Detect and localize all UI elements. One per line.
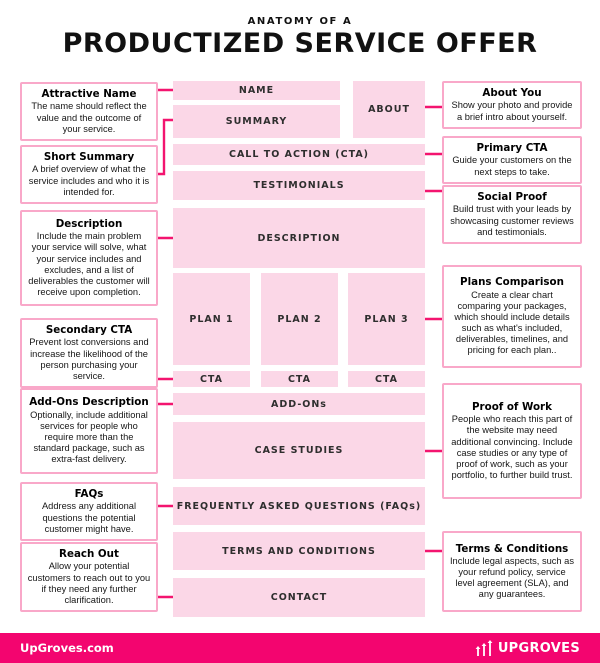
note-title: Add-Ons Description (29, 396, 149, 409)
note-body: Allow your potential customers to reach … (27, 561, 151, 605)
note-body: Include the main problem your service wi… (28, 231, 150, 297)
note-title: Reach Out (59, 548, 119, 560)
wireframe-plan3-block: PLAN 3 (348, 273, 425, 365)
note-title: FAQs (74, 488, 104, 500)
note-body: Address any additional questions the pot… (41, 501, 137, 534)
wireframe-faq-block: FREQUENTLY ASKED QUESTIONS (FAQs) (173, 487, 425, 525)
wireframe-cta3-block: CTA (348, 371, 425, 387)
note-title: Secondary CTA (45, 324, 133, 336)
wireframe-cta1-block: CTA (173, 371, 250, 387)
note-body: Create a clear chart comparing your pack… (454, 289, 570, 356)
note-proof-of-work: Proof of Work People who reach this part… (442, 383, 582, 499)
brand-logo: UPGROVES (475, 639, 580, 657)
brand-name: UPGROVES (497, 640, 580, 656)
note-body: People who reach this part of the websit… (451, 414, 573, 480)
wireframe-contact-block: CONTACT (173, 578, 425, 617)
note-title: Description (55, 217, 123, 230)
note-body: Guide your customers on the next steps t… (452, 155, 572, 177)
kicker-text: ANATOMY OF A (247, 16, 353, 27)
wireframe-cta2-block: CTA (261, 371, 338, 387)
note-body: Prevent lost conversions and increase th… (29, 337, 149, 381)
wireframe-name-block: NAME (173, 81, 340, 100)
note-faqs: FAQs Address any additional questions th… (20, 482, 158, 541)
note-addons-description: Add-Ons Description Optionally, include … (20, 388, 158, 474)
wireframe-case-studies-block: CASE STUDIES (173, 422, 425, 479)
note-title: Plans Comparison (460, 276, 564, 289)
wireframe-terms-block: TERMS AND CONDITIONS (173, 532, 425, 570)
note-title: Social Proof (477, 191, 547, 203)
note-primary-cta: Primary CTA Guide your customers on the … (442, 136, 582, 184)
note-social-proof: Social Proof Build trust with your leads… (442, 185, 582, 244)
note-attractive-name: Attractive Name The name should reflect … (20, 82, 158, 141)
wireframe-summary-block: SUMMARY (173, 105, 340, 138)
wireframe-addons-block: ADD-ONs (173, 393, 425, 415)
note-body: Optionally, include additional services … (30, 409, 148, 465)
note-title: About You (482, 87, 542, 99)
note-about-you: About You Show your photo and provide a … (442, 81, 582, 129)
note-description: Description Include the main problem you… (20, 210, 158, 306)
wireframe-cta-block: CALL TO ACTION (CTA) (173, 144, 425, 165)
growth-arrows-icon (475, 639, 493, 656)
note-reach-out: Reach Out Allow your potential customers… (20, 542, 158, 612)
note-body: A brief overview of what the service inc… (28, 164, 150, 197)
website-text: UpGroves.com (20, 641, 114, 655)
note-body: The name should reflect the value and th… (31, 101, 147, 134)
footer-bar: UpGroves.com UPGROVES (0, 633, 600, 663)
note-body: Include legal aspects, such as your refu… (449, 555, 575, 600)
note-title: Short Summary (43, 151, 135, 163)
wireframe-description-block: DESCRIPTION (173, 208, 425, 268)
note-title: Proof of Work (472, 400, 552, 413)
wireframe-plan1-block: PLAN 1 (173, 273, 250, 365)
note-body: Build trust with your leads by showcasin… (450, 204, 574, 237)
note-plans-comparison: Plans Comparison Create a clear chart co… (442, 265, 582, 368)
wireframe-testimonials-block: TESTIMONIALS (173, 171, 425, 200)
note-terms-conditions: Terms & Conditions Include legal aspects… (442, 531, 582, 612)
wireframe-plan2-block: PLAN 2 (261, 273, 338, 365)
note-title: Primary CTA (476, 142, 548, 154)
note-title: Attractive Name (41, 88, 137, 100)
note-body: Show your photo and provide a brief intr… (451, 100, 573, 122)
note-secondary-cta: Secondary CTA Prevent lost conversions a… (20, 318, 158, 388)
note-short-summary: Short Summary A brief overview of what t… (20, 145, 158, 204)
note-title: Terms & Conditions (455, 542, 569, 555)
page-title: PRODUCTIZED SERVICE OFFER (62, 28, 538, 59)
wireframe-about-block: ABOUT (353, 81, 425, 138)
